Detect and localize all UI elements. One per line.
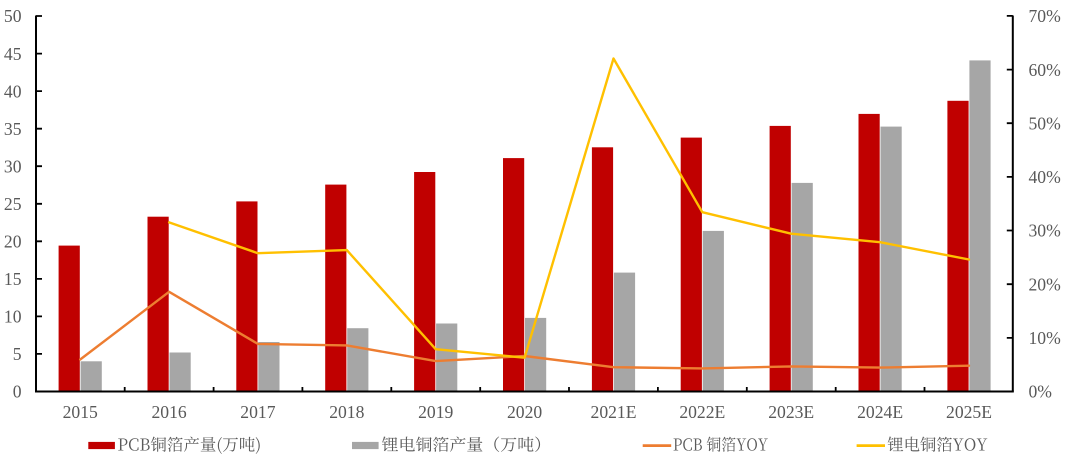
svg-text:50%: 50% <box>1029 113 1062 133</box>
svg-text:2023E: 2023E <box>768 402 814 422</box>
svg-text:30: 30 <box>4 156 22 176</box>
svg-text:2019: 2019 <box>418 402 453 422</box>
svg-text:15: 15 <box>4 269 22 289</box>
svg-text:0: 0 <box>13 382 22 402</box>
svg-text:2017: 2017 <box>240 402 275 422</box>
svg-text:40%: 40% <box>1029 167 1062 187</box>
svg-text:25: 25 <box>4 194 22 214</box>
svg-text:30%: 30% <box>1029 221 1062 241</box>
svg-text:50: 50 <box>4 6 22 26</box>
svg-text:10%: 10% <box>1029 328 1062 348</box>
svg-text:40: 40 <box>4 81 22 101</box>
svg-text:0%: 0% <box>1029 382 1053 402</box>
svg-text:2018: 2018 <box>329 402 364 422</box>
svg-text:35: 35 <box>4 119 22 139</box>
svg-text:60%: 60% <box>1029 60 1062 80</box>
svg-text:20: 20 <box>4 232 22 252</box>
svg-text:2016: 2016 <box>152 402 187 422</box>
svg-text:70%: 70% <box>1029 6 1062 26</box>
svg-text:2022E: 2022E <box>679 402 725 422</box>
svg-text:2021E: 2021E <box>591 402 637 422</box>
svg-text:2015: 2015 <box>63 402 98 422</box>
svg-text:2024E: 2024E <box>857 402 903 422</box>
svg-text:20%: 20% <box>1029 274 1062 294</box>
svg-text:2020: 2020 <box>507 402 542 422</box>
svg-text:10: 10 <box>4 307 22 327</box>
svg-text:5: 5 <box>13 344 22 364</box>
svg-text:45: 45 <box>4 44 22 64</box>
svg-text:2025E: 2025E <box>946 402 992 422</box>
